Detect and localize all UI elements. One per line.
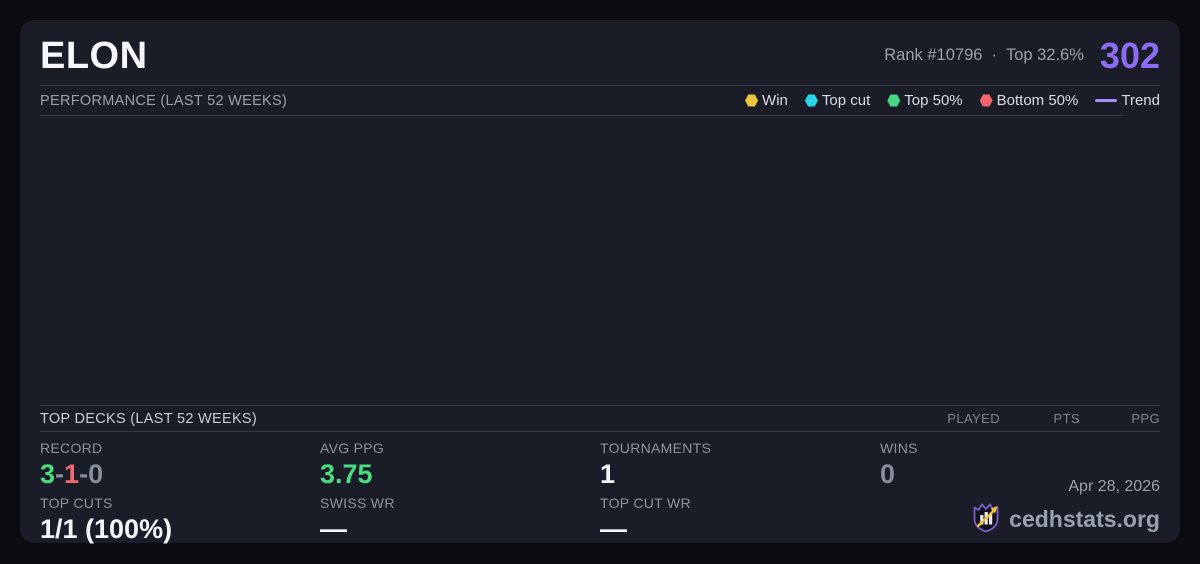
legend-label: Trend xyxy=(1121,92,1160,109)
record-draws: 0 xyxy=(88,459,104,489)
performance-chart xyxy=(40,116,1160,405)
top-percent-label: Top 32.6% xyxy=(1005,46,1084,64)
column-header-ppg: PPG xyxy=(1131,411,1160,426)
chart-top-border xyxy=(40,115,1123,116)
card-header: ELON Rank #10796 · Top 32.6% 302 xyxy=(40,20,1160,86)
legend-label: Bottom 50% xyxy=(996,92,1079,109)
brand-row[interactable]: cedhstats.org xyxy=(971,500,1160,538)
wins-value: 0 xyxy=(880,459,896,489)
legend-item-top50: Top 50% xyxy=(887,92,963,109)
trend-line-icon xyxy=(1095,99,1118,102)
legend-label: Win xyxy=(762,92,788,109)
swiss-wr-value: — xyxy=(320,514,347,544)
performance-section-header: PERFORMANCE (LAST 52 WEEKS) Win Top cut … xyxy=(40,86,1160,115)
chart-legend: Win Top cut Top 50% Bottom 50% Trend xyxy=(745,92,1160,109)
header-rank-group: Rank #10796 · Top 32.6% 302 xyxy=(884,34,1160,76)
rank-label: Rank #10796 xyxy=(884,46,983,64)
stat-column-2: AVG PPG 3.75 SWISS WR — xyxy=(320,441,600,551)
legend-item-win: Win xyxy=(745,92,788,109)
record-label: RECORD xyxy=(40,440,103,456)
player-stats-card: ELON Rank #10796 · Top 32.6% 302 PERFORM… xyxy=(20,20,1180,543)
legend-label: Top 50% xyxy=(904,92,963,109)
stat-column-1: RECORD 3-1-0 TOP CUTS 1/1 (100%) xyxy=(40,441,320,551)
stats-summary-grid: RECORD 3-1-0 TOP CUTS 1/1 (100%) AVG PPG… xyxy=(40,432,1160,551)
performance-section-label: PERFORMANCE (LAST 52 WEEKS) xyxy=(40,92,288,109)
top50-dot-icon xyxy=(887,94,901,107)
generated-date: Apr 28, 2026 xyxy=(1068,478,1160,495)
record-separator: - xyxy=(79,459,89,489)
top-decks-section-label: TOP DECKS (LAST 52 WEEKS) xyxy=(40,410,258,427)
column-header-played: PLAYED xyxy=(947,411,1000,426)
top-cut-wr-value: — xyxy=(600,514,627,544)
win-dot-icon xyxy=(745,94,759,107)
top-cuts-value: 1/1 (100%) xyxy=(40,514,173,544)
column-header-pts: PTS xyxy=(1053,411,1080,426)
top-decks-section-header: TOP DECKS (LAST 52 WEEKS) PLAYED PTS PPG xyxy=(40,405,1160,432)
rank-separator: · xyxy=(991,46,997,64)
record-value: 3-1-0 xyxy=(40,460,320,488)
top-decks-column-headers: PLAYED PTS PPG xyxy=(920,411,1160,426)
record-wins: 3 xyxy=(40,459,56,489)
bottom50-dot-icon xyxy=(979,94,993,107)
rating-value: 302 xyxy=(1099,34,1160,76)
page-title: ELON xyxy=(40,34,148,77)
legend-item-trend: Trend xyxy=(1095,92,1160,109)
legend-label: Top cut xyxy=(821,92,871,109)
footer-brand-block: Apr 28, 2026 cedhstats.org xyxy=(971,478,1160,538)
record-losses: 1 xyxy=(64,459,80,489)
record-separator: - xyxy=(55,459,65,489)
legend-item-top-cut: Top cut xyxy=(804,92,871,109)
tournaments-value: 1 xyxy=(600,459,616,489)
swiss-wr-label: SWISS WR xyxy=(320,495,395,511)
stat-column-3: TOURNAMENTS 1 TOP CUT WR — xyxy=(600,441,880,551)
avg-ppg-value: 3.75 xyxy=(320,459,373,489)
stat-column-4: WINS 0 xyxy=(880,441,1160,551)
top-cut-dot-icon xyxy=(804,94,818,107)
wins-label: WINS xyxy=(880,440,918,456)
rank-line: Rank #10796 · Top 32.6% xyxy=(884,46,1084,65)
top-cut-wr-label: TOP CUT WR xyxy=(600,495,691,511)
cedhstats-shield-logo-icon xyxy=(971,500,1001,538)
tournaments-label: TOURNAMENTS xyxy=(600,440,712,456)
avg-ppg-label: AVG PPG xyxy=(320,440,385,456)
top-cuts-label: TOP CUTS xyxy=(40,495,113,511)
brand-name: cedhstats.org xyxy=(1009,505,1160,532)
legend-item-bottom50: Bottom 50% xyxy=(979,92,1079,109)
